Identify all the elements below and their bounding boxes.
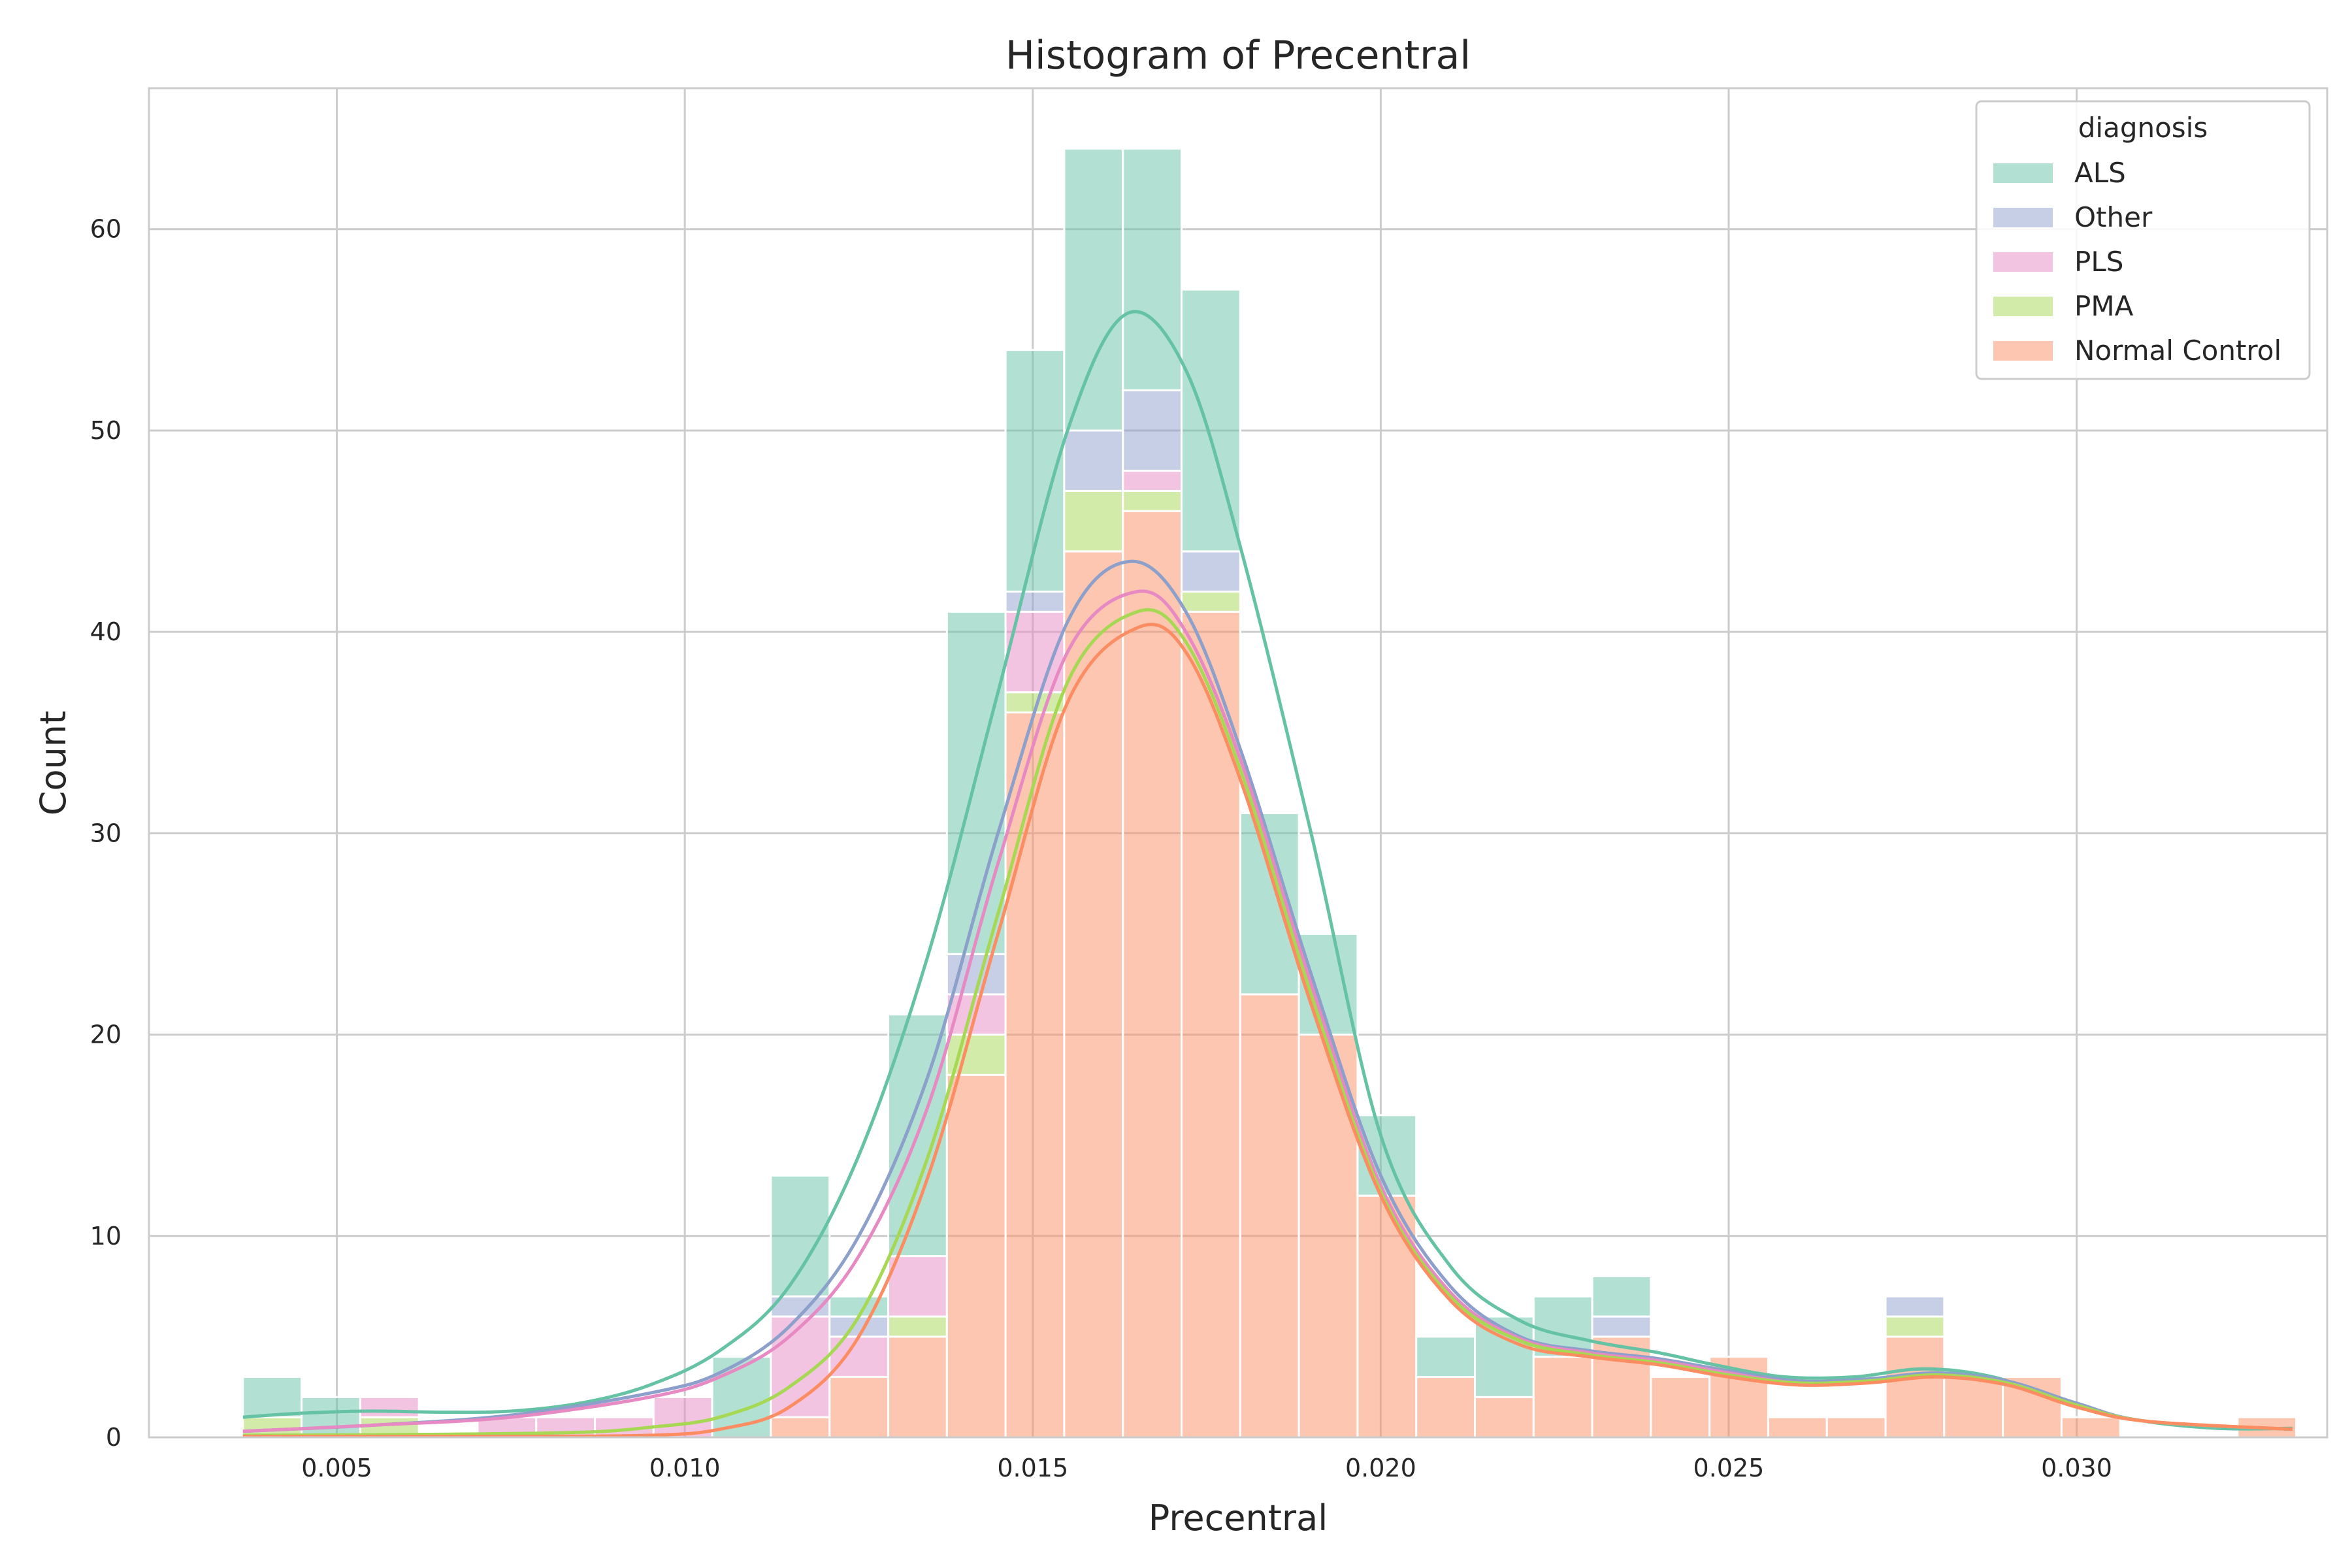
legend-label: ALS <box>2074 157 2126 189</box>
histogram-bar <box>301 1396 361 1439</box>
histogram-bar <box>1532 1356 1593 1439</box>
histogram-bar <box>1181 550 1241 593</box>
histogram-bar <box>1884 1335 1946 1439</box>
histogram-bar <box>242 1376 303 1418</box>
legend-swatch <box>1992 206 2054 229</box>
legend-label: Normal Control <box>2074 335 2281 367</box>
histogram-bar <box>887 1335 948 1439</box>
x-axis-label: Precentral <box>1149 1497 1328 1539</box>
kde-curves <box>242 310 2293 1439</box>
histogram-bar <box>828 1376 890 1439</box>
histogram-bar <box>1004 591 1066 613</box>
histogram-bar <box>2060 1416 2121 1439</box>
histogram-bar <box>359 1396 420 1418</box>
histogram-bars <box>242 147 2298 1439</box>
x-tick-label: 0.005 <box>301 1454 372 1482</box>
kde-line <box>242 623 2293 1439</box>
histogram-bar <box>945 610 1007 955</box>
y-tick-label: 40 <box>90 617 122 646</box>
y-tick-label: 0 <box>106 1423 122 1452</box>
legend-box <box>1975 100 2311 380</box>
histogram-bar <box>1356 1194 1418 1439</box>
histogram-bar <box>1473 1396 1535 1439</box>
histogram-bar <box>1650 1376 1711 1439</box>
y-tick-label: 10 <box>90 1222 122 1250</box>
histogram-bar <box>770 1416 831 1439</box>
histogram-bar <box>1943 1376 2004 1439</box>
y-tick-label: 50 <box>90 416 122 445</box>
histogram-bar <box>1825 1416 1887 1439</box>
y-tick-label: 60 <box>90 215 122 244</box>
x-tick-label: 0.020 <box>1345 1454 1416 1482</box>
histogram-bar <box>1122 389 1183 472</box>
histogram-bar <box>1063 429 1124 492</box>
kde-line <box>242 310 2293 1431</box>
legend: diagnosis ALS Other PLS PMA Normal Control <box>1975 100 2311 380</box>
histogram-bar <box>887 1255 948 1318</box>
histogram-bar <box>1415 1376 1476 1439</box>
legend-label: PMA <box>2074 290 2134 322</box>
legend-label: PLS <box>2074 246 2123 278</box>
legend-swatch <box>1992 295 2054 318</box>
histogram-bar <box>1063 489 1124 553</box>
y-tick-label: 30 <box>90 819 122 847</box>
histogram-bar <box>1181 591 1241 613</box>
kde-line <box>242 608 2293 1437</box>
legend-swatch <box>1992 162 2054 184</box>
histogram-bar <box>1591 1315 1652 1338</box>
histogram-bar <box>1122 147 1183 391</box>
histogram-bar <box>1591 1275 1652 1318</box>
legend-swatch <box>1992 251 2054 273</box>
x-tick-label: 0.025 <box>1693 1454 1765 1482</box>
histogram-bar <box>1122 510 1183 1439</box>
histogram-bar <box>1884 1315 1946 1338</box>
legend-title: diagnosis <box>2078 112 2208 144</box>
histogram-bar <box>1004 711 1066 1439</box>
histogram-bar <box>945 1073 1007 1439</box>
histogram-bar <box>1122 489 1183 512</box>
y-tick-label: 20 <box>90 1021 122 1049</box>
histogram-bar <box>1767 1416 1828 1439</box>
histogram-bar <box>1063 550 1124 1439</box>
axis-ticks: 0.005 0.010 0.015 0.020 0.025 0.030 0 10 20 30 40 5… <box>90 215 2112 1482</box>
plot-frame <box>148 87 2328 1439</box>
chart-title: Histogram of Precentral <box>1005 33 1471 78</box>
legend-label: Other <box>2074 201 2153 233</box>
y-axis-label: Count <box>33 711 74 815</box>
histogram-bar <box>887 1315 948 1338</box>
x-tick-label: 0.010 <box>649 1454 721 1482</box>
histogram-bar <box>1122 470 1183 492</box>
histogram-bar <box>1415 1335 1476 1379</box>
histogram-bar <box>770 1315 831 1418</box>
histogram-bar <box>1063 147 1124 432</box>
x-tick-label: 0.015 <box>997 1454 1068 1482</box>
histogram-bar <box>1884 1295 1946 1318</box>
histogram-bar <box>1239 993 1300 1439</box>
kde-line <box>242 559 2293 1433</box>
legend-swatch <box>1992 340 2054 362</box>
x-tick-label: 0.030 <box>2041 1454 2112 1482</box>
